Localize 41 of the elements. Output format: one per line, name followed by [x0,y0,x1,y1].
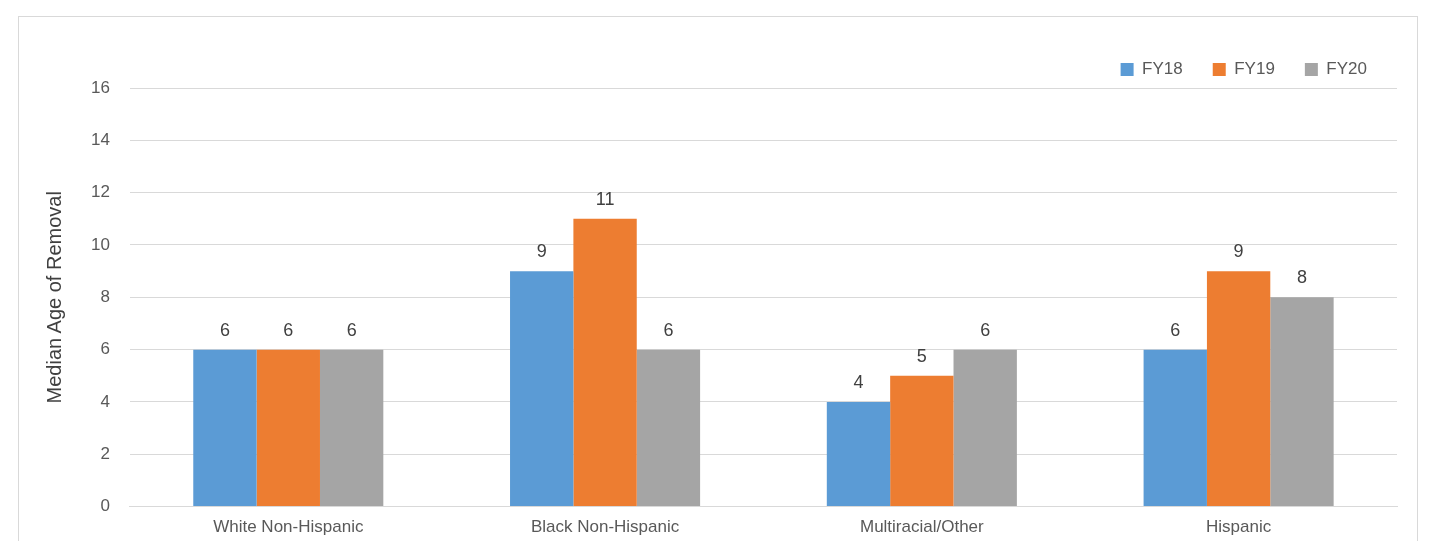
legend-label: FY18 [1142,59,1183,79]
y-tick-label: 0 [100,496,110,516]
y-tick-label: 8 [100,286,110,306]
bar [636,349,701,507]
bar [1270,297,1334,507]
data-label: 4 [853,371,864,392]
data-label: 11 [595,188,615,209]
data-label: 6 [346,319,357,340]
bar [953,349,1017,507]
x-tick-label: Black Non-Hispanic [530,517,680,537]
bar [1143,349,1207,507]
y-tick-label: 16 [90,77,110,97]
data-label: 6 [663,319,674,340]
bar [1206,271,1271,507]
y-tick-label: 2 [100,443,110,463]
data-label: 8 [1296,267,1307,288]
data-label: 6 [980,319,991,340]
bar [510,271,574,507]
legend-label: FY19 [1234,59,1275,79]
y-axis-title: Median Age of Removal [42,191,65,404]
data-label: 6 [1170,319,1181,340]
data-label: 9 [536,241,547,262]
y-tick-label: 10 [90,234,110,254]
bar [319,349,384,507]
legend-label: FY20 [1326,59,1368,79]
x-tick-label: White Non-Hispanic [213,517,364,537]
y-tick-label: 12 [90,182,110,202]
data-label: 6 [283,319,294,340]
x-tick-label: Multiracial/Other [859,517,985,537]
bar [573,218,637,507]
data-label: 9 [1233,241,1244,262]
bar [256,349,320,507]
bar [890,375,954,507]
bar [826,401,891,507]
bar [193,349,257,507]
y-tick-label: 4 [100,391,110,411]
y-tick-label: 6 [100,339,110,359]
x-tick-label: Hispanic [1206,517,1272,537]
data-label: 6 [219,319,230,340]
y-tick-label: 14 [90,130,110,150]
data-label: 5 [916,345,927,366]
